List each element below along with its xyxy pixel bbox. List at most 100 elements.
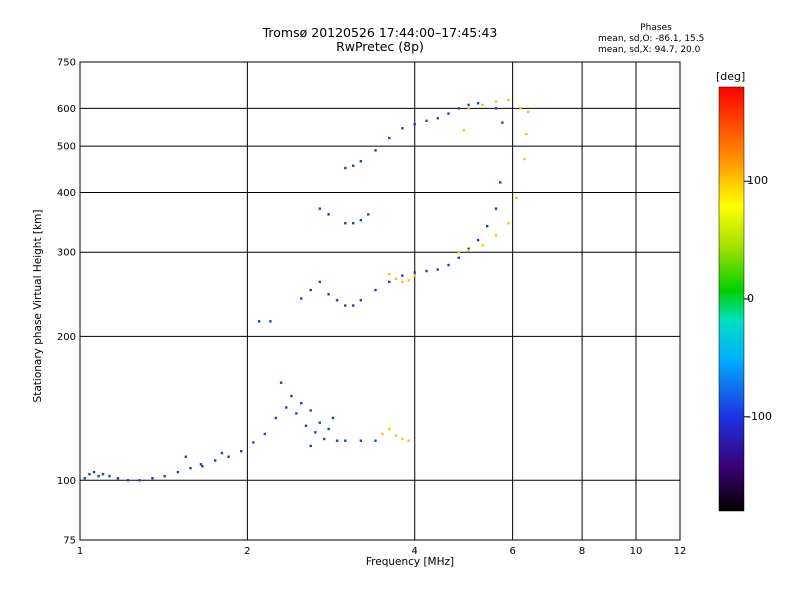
- data-point-o: [359, 439, 363, 442]
- data-point-o: [331, 416, 335, 420]
- data-point-o: [388, 136, 391, 140]
- data-point-o: [309, 288, 312, 292]
- data-point-o: [269, 320, 272, 323]
- data-point-o: [436, 117, 439, 120]
- data-point-o: [220, 451, 224, 455]
- data-point-o: [457, 256, 460, 260]
- data-point-o: [116, 477, 120, 480]
- data-point-o: [318, 421, 322, 424]
- data-point-x: [381, 432, 384, 436]
- data-point-o: [176, 470, 180, 474]
- data-point-x: [401, 437, 404, 441]
- data-point-o: [344, 166, 347, 170]
- data-point-o: [425, 269, 428, 273]
- data-points: [83, 98, 530, 482]
- data-point-o: [199, 463, 203, 466]
- data-point-o: [436, 268, 439, 271]
- data-point-o: [138, 479, 141, 482]
- data-point-x: [394, 277, 398, 280]
- phases-o-stats: mean, sd,O: -86.1, 15.5: [598, 34, 705, 44]
- data-point-x: [413, 274, 416, 277]
- data-point-o: [88, 472, 91, 476]
- data-point-o: [499, 181, 502, 184]
- y-tick-label: 200: [57, 332, 76, 343]
- data-point-o: [367, 213, 370, 216]
- data-point-o: [279, 381, 283, 384]
- data-point-o: [309, 409, 312, 412]
- x-tick-label: 2: [244, 546, 250, 557]
- data-point-o: [163, 474, 166, 478]
- data-point-o: [97, 474, 100, 478]
- y-tick-label: 600: [57, 104, 76, 115]
- data-point-o: [295, 412, 298, 415]
- data-point-o: [318, 207, 322, 210]
- data-point-x: [494, 234, 498, 237]
- data-point-x: [394, 434, 398, 437]
- data-point-x: [494, 100, 498, 103]
- data-point-o: [476, 101, 480, 105]
- phases-title: Phases: [640, 23, 672, 33]
- data-point-x: [519, 107, 522, 110]
- data-point-x: [388, 427, 391, 431]
- data-point-o: [314, 431, 317, 434]
- data-point-o: [304, 424, 308, 428]
- data-point-o: [257, 320, 261, 323]
- plot-frame: [79, 61, 681, 541]
- data-point-o: [290, 394, 293, 398]
- data-point-o: [467, 247, 470, 250]
- data-point-o: [274, 416, 278, 420]
- data-point-o: [494, 107, 498, 110]
- data-point-o: [201, 465, 204, 468]
- x-tick-label: 8: [579, 546, 585, 557]
- colorbar: [718, 86, 745, 512]
- data-point-o: [151, 477, 154, 480]
- data-point-o: [401, 274, 404, 277]
- data-point-o: [485, 225, 489, 228]
- data-point-o: [359, 219, 363, 222]
- data-point-o: [327, 213, 330, 216]
- data-point-o: [413, 271, 416, 274]
- data-point-o: [359, 299, 363, 302]
- data-point-x: [527, 110, 530, 114]
- data-point-o: [501, 121, 504, 124]
- data-point-o: [447, 263, 450, 267]
- data-point-o: [413, 122, 416, 126]
- data-point-x: [481, 103, 484, 107]
- x-tick-label: 10: [630, 546, 643, 557]
- colorbar-tick-label: 100: [747, 174, 768, 188]
- data-point-x: [507, 98, 510, 102]
- data-point-o: [227, 455, 230, 458]
- data-point-o: [351, 304, 355, 307]
- chart-subtitle: RwPretec (8p): [336, 39, 424, 54]
- data-point-o: [92, 470, 96, 474]
- data-point-o: [83, 477, 86, 480]
- data-point-o: [344, 304, 347, 307]
- data-point-o: [359, 160, 363, 163]
- data-point-x: [388, 272, 391, 276]
- colorbar-tick-label: -100: [747, 409, 772, 423]
- data-point-o: [351, 164, 355, 167]
- data-point-o: [351, 222, 355, 225]
- y-tick-label: 75: [63, 536, 76, 547]
- x-tick-label: 4: [412, 546, 418, 557]
- chart-title: Tromsø 20120526 17:44:00–17:45:43: [262, 25, 498, 40]
- data-point-x: [467, 248, 470, 252]
- y-tick-label: 400: [57, 188, 76, 199]
- phases-x-stats: mean, sd,X: 94.7, 20.0: [598, 45, 701, 55]
- data-point-o: [126, 479, 130, 482]
- chart-title-block: Tromsø 20120526 17:44:00–17:45:43 RwPret…: [200, 26, 560, 54]
- y-axis-label: Stationary phase Virtual Height [km]: [32, 209, 44, 403]
- data-point-o: [374, 149, 377, 152]
- data-point-x: [467, 107, 470, 110]
- colorbar-tick-label: 0: [747, 292, 754, 305]
- data-point-o: [344, 222, 347, 225]
- x-tick-label: 12: [674, 546, 687, 557]
- data-point-o: [309, 444, 312, 448]
- data-point-o: [476, 238, 480, 242]
- data-point-o: [335, 439, 339, 442]
- data-point-o: [263, 432, 267, 436]
- data-point-x: [457, 251, 460, 254]
- data-point-x: [462, 128, 465, 132]
- data-point-o: [425, 119, 428, 123]
- data-point-o: [184, 455, 188, 458]
